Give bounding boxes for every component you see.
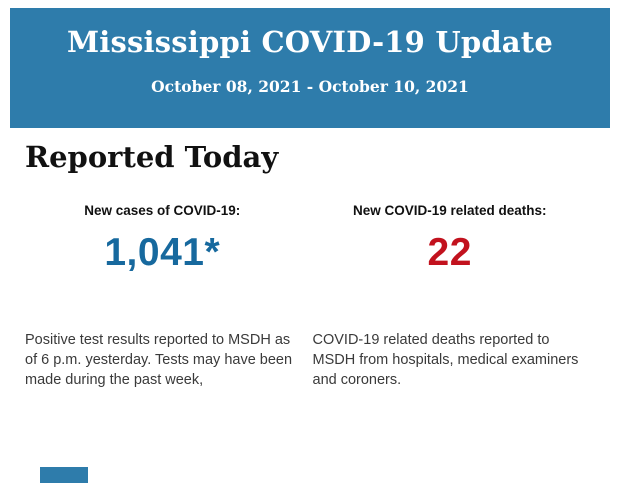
new-deaths-value: 22: [427, 231, 472, 274]
new-deaths-label: New COVID-19 related deaths:: [352, 203, 547, 218]
section-heading-reported-today: Reported Today: [25, 140, 279, 174]
new-cases-description: Positive test results reported to MSDH a…: [25, 332, 293, 388]
page-title: Mississippi COVID-19 Update: [66, 25, 554, 59]
date-range: October 08, 2021 - October 10, 2021: [151, 77, 469, 96]
new-cases-value: 1,041*: [104, 231, 221, 274]
stat-new-cases: New cases of COVID-19: 1,041* Positive t…: [25, 203, 300, 390]
stats-row: New cases of COVID-19: 1,041* Positive t…: [25, 203, 600, 390]
new-cases-label: New cases of COVID-19:: [84, 203, 241, 218]
stat-new-deaths: New COVID-19 related deaths: 22 COVID-19…: [313, 203, 588, 390]
new-deaths-description: COVID-19 related deaths reported to MSDH…: [312, 332, 579, 388]
next-section-partial-block: [40, 467, 88, 483]
header-banner: Mississippi COVID-19 Update October 08, …: [10, 8, 610, 128]
